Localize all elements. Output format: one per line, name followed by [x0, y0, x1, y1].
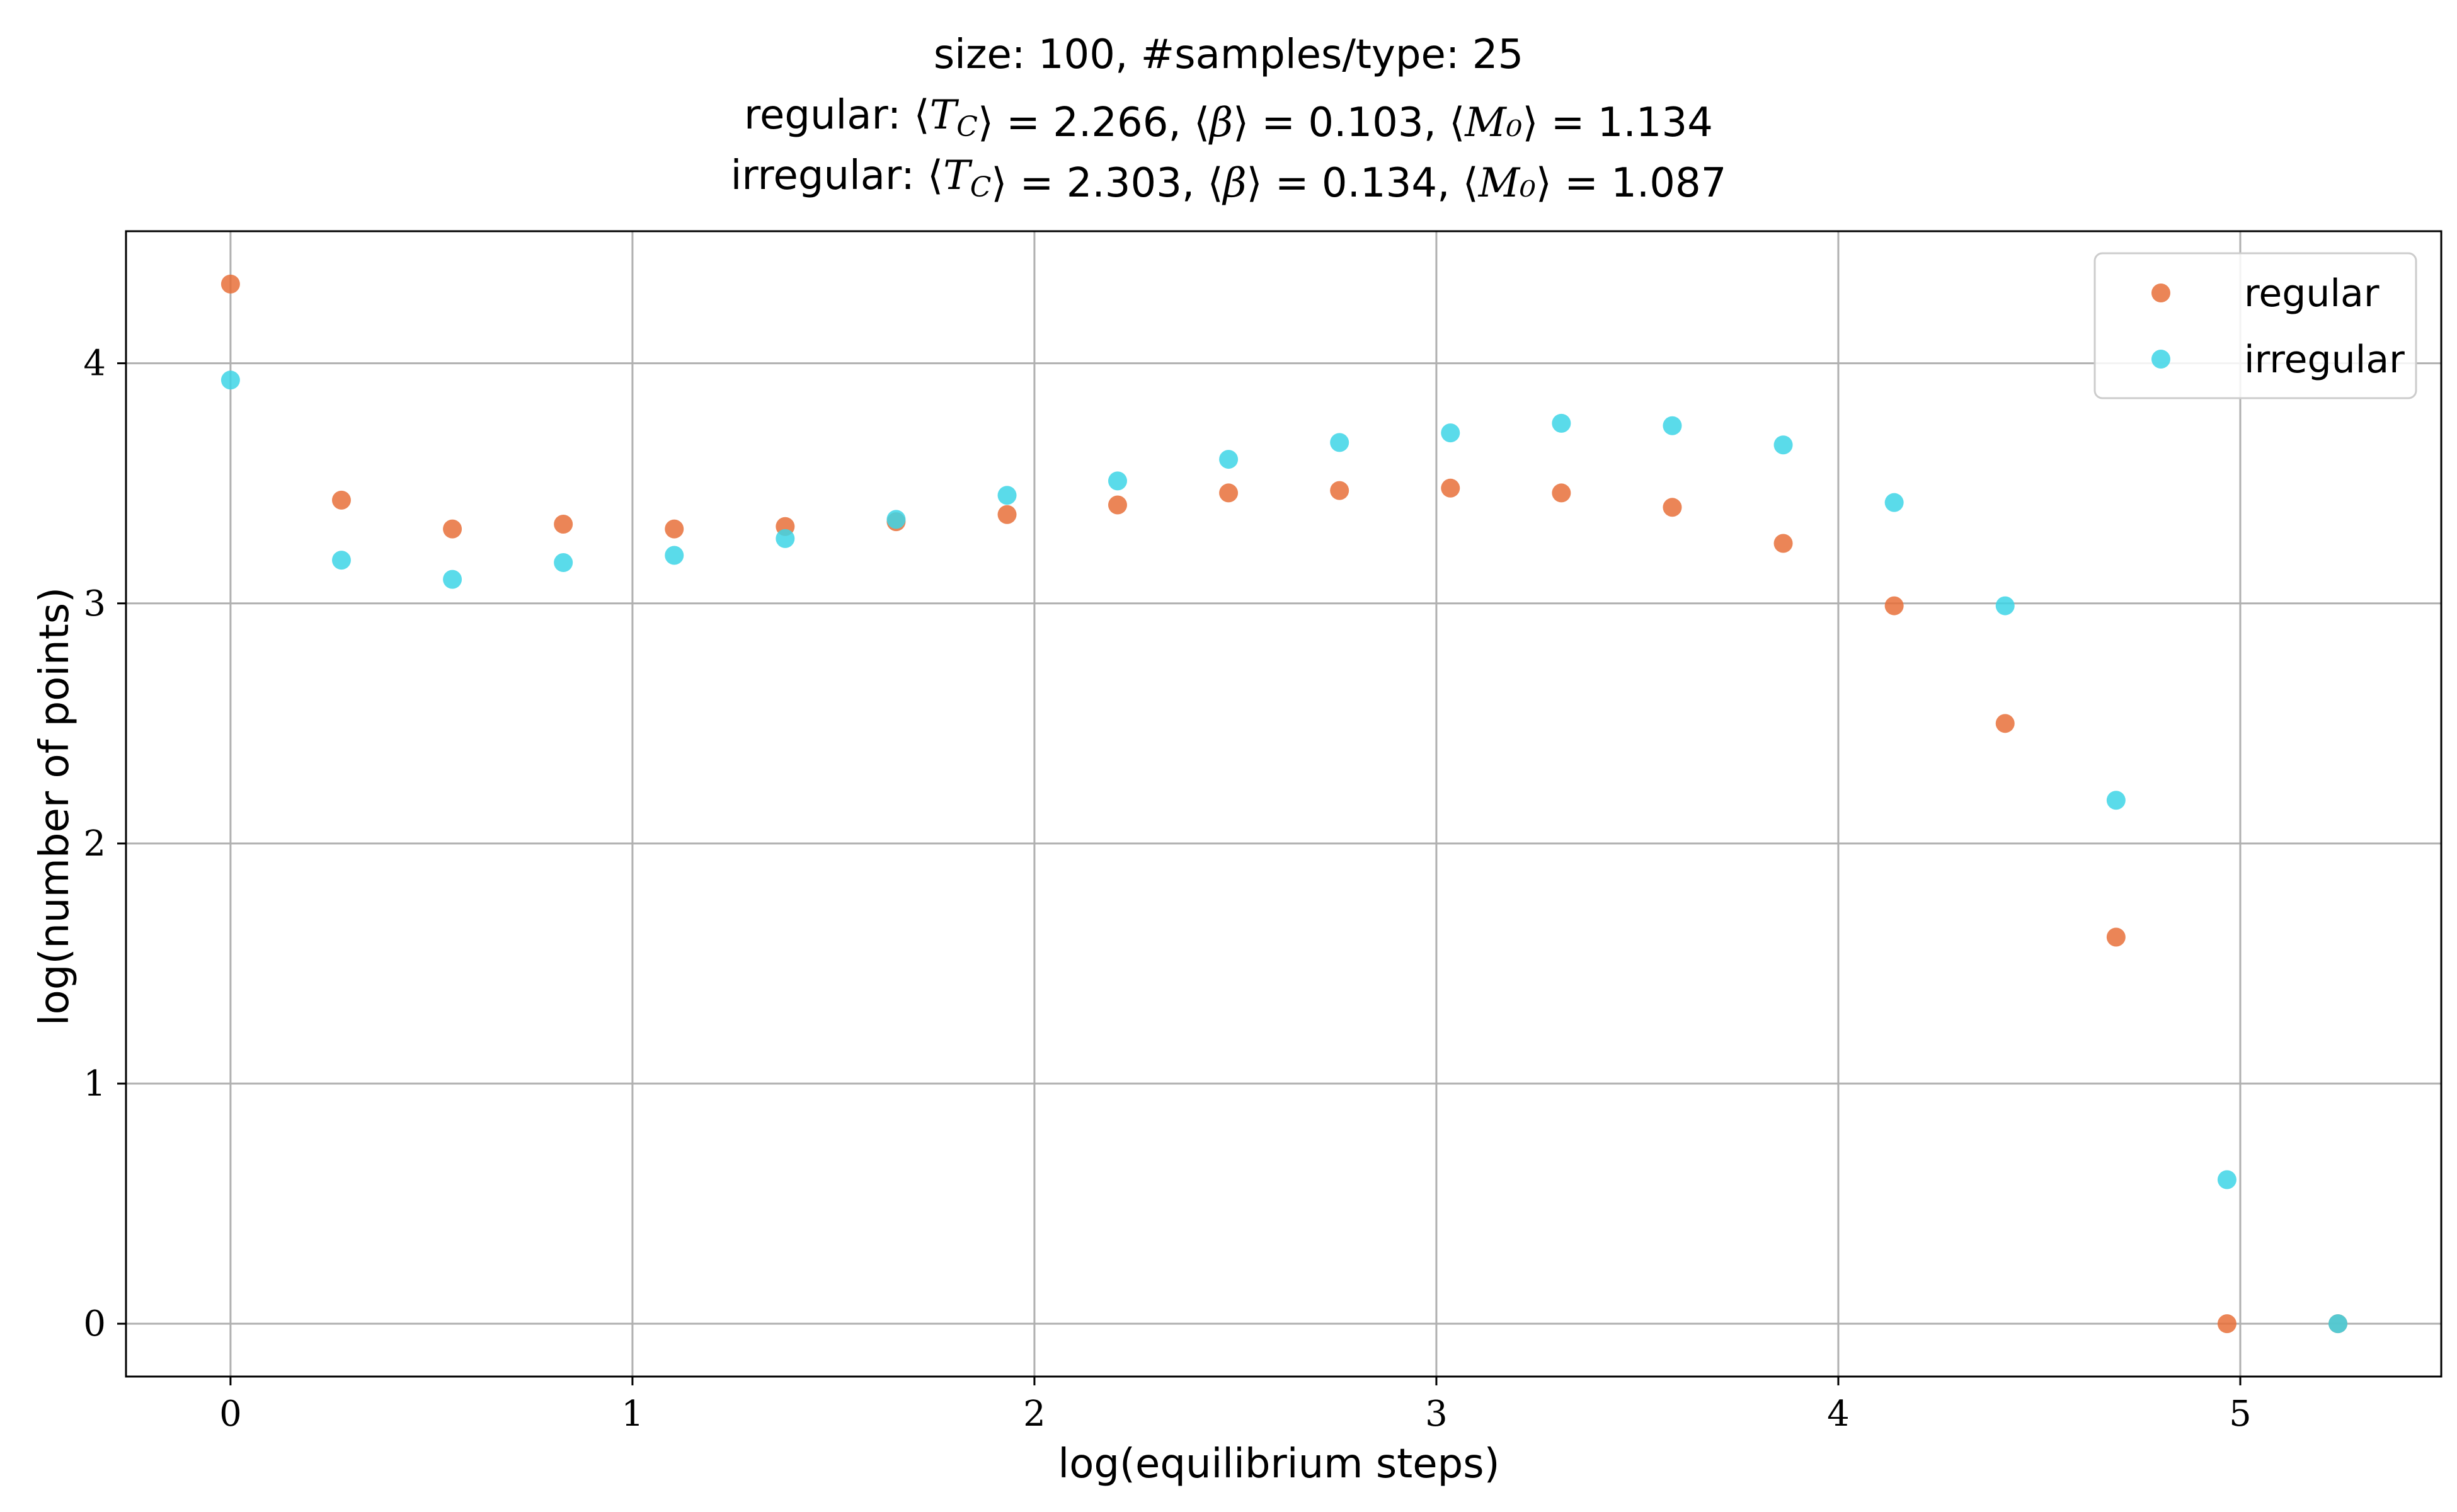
point-regular-0 — [220, 274, 240, 294]
point-irregular-9 — [1219, 450, 1239, 469]
point-irregular-16 — [1995, 596, 2015, 616]
legend: regular irregular — [2093, 252, 2417, 399]
point-irregular-5 — [776, 529, 795, 548]
point-irregular-7 — [997, 486, 1017, 505]
point-regular-11 — [1441, 478, 1460, 498]
grid — [126, 231, 2441, 1377]
point-irregular-0 — [220, 370, 240, 390]
point-regular-17 — [2106, 927, 2126, 947]
point-irregular-8 — [1108, 471, 1127, 491]
point-irregular-15 — [1884, 493, 1904, 512]
point-regular-15 — [1884, 596, 1904, 616]
y-tick-label-1: 1 — [83, 1063, 106, 1104]
plot-frame — [125, 230, 2443, 1378]
point-regular-16 — [1995, 714, 2015, 733]
y-tick-label-2: 2 — [83, 823, 106, 864]
point-regular-13 — [1663, 498, 1682, 517]
legend-marker-regular — [2151, 284, 2170, 302]
point-regular-9 — [1219, 483, 1239, 503]
x-tick-label-4: 4 — [1827, 1394, 1850, 1435]
point-irregular-19 — [2328, 1314, 2348, 1334]
legend-label-irregular: irregular — [2244, 338, 2405, 382]
title-line-2: regular: ⟨TC⟩ = 2.266, ⟨β⟩ = 0.103, ⟨M₀⟩… — [744, 92, 1713, 146]
point-regular-7 — [997, 505, 1017, 524]
point-irregular-3 — [554, 553, 573, 572]
y-tick-label-3: 3 — [83, 583, 106, 624]
axis-ticks: 0 1 2 3 4 5 0 1 2 3 4 — [83, 343, 2251, 1435]
point-regular-12 — [1552, 483, 1571, 503]
x-tick-label-0: 0 — [219, 1394, 242, 1435]
point-regular-3 — [554, 514, 573, 534]
y-axis-label: log(number of points) — [32, 587, 78, 1026]
point-irregular-1 — [331, 551, 351, 570]
title-line-1: size: 100, #samples/type: 25 — [934, 32, 1523, 78]
point-irregular-18 — [2217, 1170, 2236, 1189]
point-irregular-17 — [2106, 791, 2126, 810]
x-tick-label-1: 1 — [621, 1394, 644, 1435]
point-irregular-11 — [1441, 423, 1460, 443]
chart-title: size: 100, #samples/type: 25 regular: ⟨T… — [731, 32, 1727, 207]
x-axis-label: log(equilibrium steps) — [1058, 1441, 1499, 1487]
title-line-3: irregular: ⟨TC⟩ = 2.303, ⟨β⟩ = 0.134, ⟨M… — [731, 152, 1727, 207]
x-tick-label-3: 3 — [1425, 1394, 1448, 1435]
point-regular-1 — [331, 490, 351, 510]
point-regular-10 — [1330, 481, 1349, 500]
point-regular-4 — [665, 519, 684, 539]
point-irregular-10 — [1330, 433, 1349, 452]
x-tick-label-5: 5 — [2229, 1394, 2252, 1435]
point-irregular-4 — [665, 546, 684, 565]
point-irregular-13 — [1663, 416, 1682, 435]
point-irregular-6 — [886, 510, 906, 529]
point-regular-8 — [1108, 495, 1127, 515]
legend-label-regular: regular — [2244, 272, 2380, 316]
point-irregular-12 — [1552, 413, 1571, 433]
point-regular-2 — [443, 519, 462, 539]
point-irregular-14 — [1773, 435, 1793, 455]
data-points — [220, 274, 2348, 1334]
x-tick-label-2: 2 — [1023, 1394, 1046, 1435]
legend-marker-irregular — [2151, 350, 2170, 369]
y-tick-label-0: 0 — [83, 1303, 106, 1344]
point-regular-18 — [2217, 1314, 2236, 1334]
point-regular-14 — [1773, 534, 1793, 553]
point-irregular-2 — [443, 570, 462, 589]
legend-box — [2093, 252, 2417, 399]
y-tick-label-4: 4 — [83, 343, 106, 384]
